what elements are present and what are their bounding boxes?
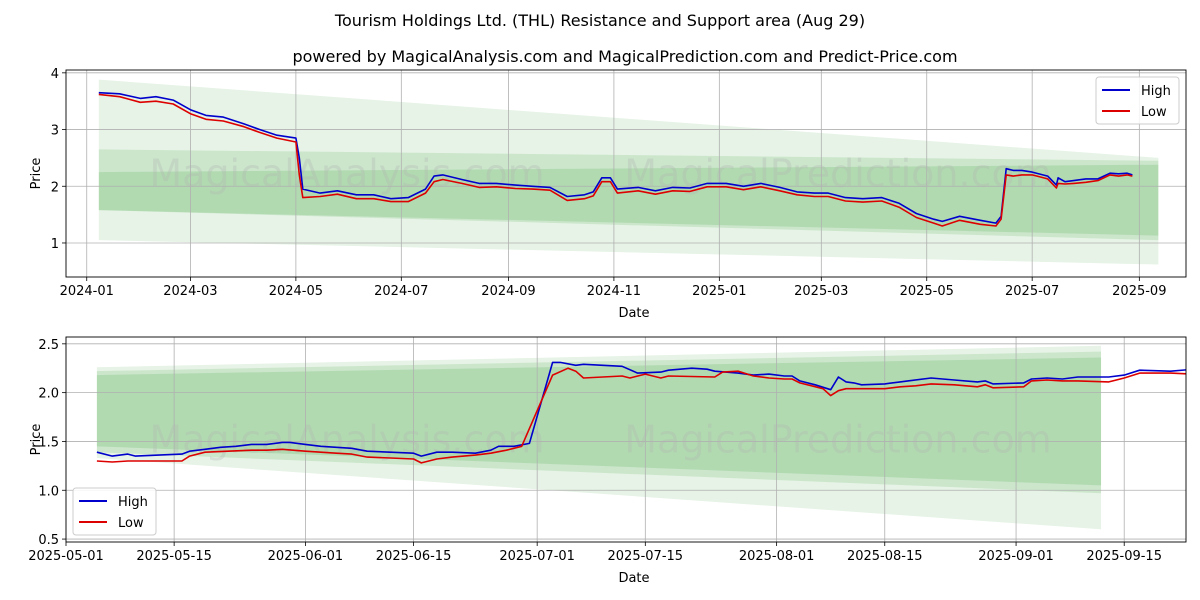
x-tick-label: 2025-05-15 xyxy=(136,549,212,564)
x-tick-label: 2024-07 xyxy=(374,284,428,299)
series-high-line xyxy=(96,361,1186,457)
y-tick-label: 2 xyxy=(51,180,59,195)
x-tick-label: 2025-06-01 xyxy=(268,549,344,564)
y-axis-label: Price xyxy=(29,424,44,456)
band-2 xyxy=(98,164,1159,236)
x-tick-label: 2025-09-15 xyxy=(1086,549,1162,564)
x-tick-label: 2024-09 xyxy=(481,284,535,299)
grid xyxy=(65,337,1186,542)
watermark-left-text: MagicalAnalysis.com xyxy=(149,418,544,462)
y-tick-label: 4 xyxy=(51,67,59,82)
x-tick-label: 2025-05-01 xyxy=(28,549,104,564)
y-axis-label: Price xyxy=(29,158,44,190)
x-tick-label: 2025-09 xyxy=(1112,284,1166,299)
x-tick-label: 2025-07 xyxy=(1005,284,1059,299)
legend: High Low xyxy=(72,487,157,536)
tick-labels: 2024-01 2024-03 2024-05 2024-07 2024-09 2024-… xyxy=(51,67,1167,299)
x-tick-label: 2025-08-15 xyxy=(847,549,923,564)
x-tick-label: 2025-03 xyxy=(794,284,848,299)
top-panel: MagicalAnalysis.com MagicalPrediction.com… xyxy=(29,67,1187,321)
x-tick-label: 2024-05 xyxy=(269,284,323,299)
x-axis-label: Date xyxy=(618,571,649,586)
x-tick-label: 2025-06-15 xyxy=(376,549,452,564)
y-tick-label: 1.5 xyxy=(38,435,59,450)
x-tick-label: 2024-11 xyxy=(587,284,641,299)
band-0 xyxy=(98,79,1159,265)
watermark-right-text: MagicalPrediction.com xyxy=(624,418,1052,462)
x-tick-label: 2025-07-15 xyxy=(608,549,684,564)
band-0 xyxy=(96,345,1102,530)
legend-box xyxy=(1095,76,1180,125)
x-tick-label: 2024-01 xyxy=(60,284,114,299)
series-low-line xyxy=(96,367,1186,464)
legend: High Low xyxy=(1095,76,1180,125)
x-axis-label: Date xyxy=(618,306,649,321)
plot-frame xyxy=(65,69,1187,278)
x-tick-label: 2025-07-01 xyxy=(499,549,575,564)
series-high-line xyxy=(98,91,1133,224)
band-1 xyxy=(98,149,1159,241)
y-tick-label: 2.5 xyxy=(38,338,59,353)
x-tick-label: 2025-08-01 xyxy=(739,549,815,564)
y-tick-label: 2.0 xyxy=(38,387,59,402)
series-low-line xyxy=(98,93,1133,227)
y-tick-label: 1.0 xyxy=(38,484,59,499)
watermark-left-text: MagicalAnalysis.com xyxy=(149,152,544,196)
x-tick-label: 2025-01 xyxy=(692,284,746,299)
legend-label-high: High xyxy=(1141,84,1171,99)
watermark: MagicalAnalysis.com MagicalPrediction.com xyxy=(149,152,1051,196)
chart-title: Tourism Holdings Ltd. (THL) Resistance a… xyxy=(334,11,865,30)
series-lines xyxy=(96,361,1186,464)
watermark-right-text: MagicalPrediction.com xyxy=(624,152,1052,196)
plot-frame xyxy=(65,336,1187,543)
chart-subtitle: powered by MagicalAnalysis.com and Magic… xyxy=(292,47,957,66)
band-1 xyxy=(96,351,1102,494)
y-tick-label: 0.5 xyxy=(38,533,59,548)
y-tick-label: 1 xyxy=(51,237,59,252)
legend-label-low: Low xyxy=(1141,105,1167,120)
tick-labels: 2025-05-01 2025-05-15 2025-06-01 2025-06-15… xyxy=(28,338,1162,564)
x-tick-label: 2025-05 xyxy=(900,284,954,299)
legend-label-high: High xyxy=(118,495,148,510)
legend-box xyxy=(72,487,157,536)
legend-label-low: Low xyxy=(118,516,144,531)
series-lines xyxy=(98,91,1133,227)
support-resistance-bands xyxy=(98,79,1159,265)
y-tick-label: 3 xyxy=(51,124,59,139)
x-tick-label: 2025-09-01 xyxy=(978,549,1054,564)
x-tick-label: 2024-03 xyxy=(163,284,217,299)
bottom-panel: MagicalAnalysis.com MagicalPrediction.com… xyxy=(28,336,1187,586)
